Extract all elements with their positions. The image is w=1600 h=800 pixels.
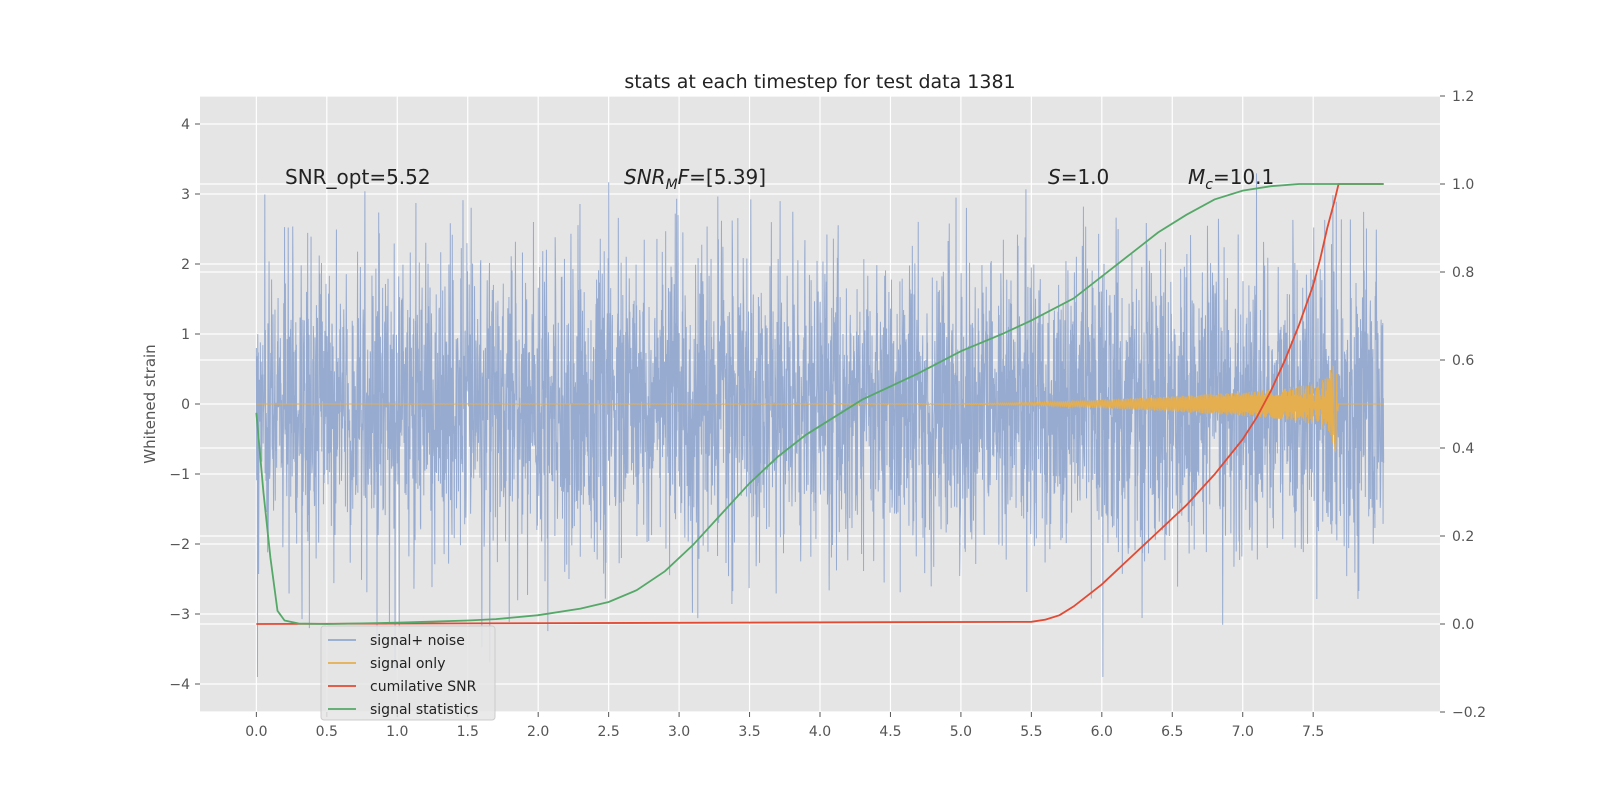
y2-tick-label: 1.2 — [1452, 89, 1474, 105]
annotation-snr-mf-value: =[5.39] — [689, 165, 766, 189]
x-tick-label: 7.0 — [1232, 724, 1254, 740]
y-tick-label: 4 — [181, 117, 190, 133]
legend-label-signal-plus-noise: signal+ noise — [370, 633, 465, 649]
x-tick-label: 0.5 — [316, 724, 338, 740]
x-tick-label: 5.0 — [950, 724, 972, 740]
annotation-snr-mf-sub: M — [666, 177, 678, 193]
x-tick-label: 5.5 — [1020, 724, 1042, 740]
chart-title: stats at each timestep for test data 138… — [624, 71, 1015, 93]
legend-label-cumilative-snr: cumilative SNR — [370, 679, 477, 695]
x-tick-label: 7.5 — [1302, 724, 1324, 740]
annotation-snr-opt: SNR_opt=5.52 — [285, 165, 431, 189]
annotations: SNR_opt=5.52 SNRMF=[5.39] S=1.0 Mc=10.1 — [285, 165, 1274, 193]
y-tick-label: −3 — [169, 607, 190, 623]
y-tick-label: 2 — [181, 257, 190, 273]
y-tick-label: 3 — [181, 187, 190, 203]
annotation-mc-value: =10.1 — [1213, 165, 1274, 189]
x-tick-label: 2.0 — [527, 724, 549, 740]
y-tick-label: 1 — [181, 327, 190, 343]
series-signal-only — [256, 365, 1384, 454]
annotation-mc-sub: c — [1205, 177, 1213, 193]
annotation-s: S=1.0 — [1048, 165, 1109, 189]
annotation-mc-main: M — [1188, 165, 1205, 189]
y2-tick-label: 1.0 — [1452, 177, 1474, 193]
y2-tick-label: 0.0 — [1452, 617, 1474, 633]
x-tick-label: 6.5 — [1161, 724, 1183, 740]
y-tick-label: −1 — [169, 467, 190, 483]
y2-tick-label: 0.2 — [1452, 529, 1474, 545]
annotation-snr-mf-main: SNR — [624, 165, 666, 189]
annotation-mc: Mc=10.1 — [1188, 165, 1274, 193]
y2-tick-label: 0.8 — [1452, 265, 1474, 281]
y-tick-label: −2 — [169, 537, 190, 553]
y2-tick-label: −0.2 — [1452, 705, 1486, 721]
axes: 0.0 0.5 1.0 1.5 2.0 2.5 3.0 3.5 4.0 4.5 5.0 5.5 6.0 6… — [169, 89, 1486, 740]
legend: signal+ noise signal only cumilative SNR si… — [320, 625, 496, 721]
y-axis-label: Whitened strain — [141, 344, 159, 463]
line-signal-only — [256, 365, 1384, 454]
x-tick-label: 6.0 — [1091, 724, 1113, 740]
annotation-s-label: S — [1048, 165, 1061, 189]
annotation-s-value: =1.0 — [1061, 165, 1110, 189]
x-tick-label: 2.5 — [598, 724, 620, 740]
right-axis-series — [255, 183, 1384, 625]
x-tick-label: 3.5 — [738, 724, 760, 740]
x-tick-label: 1.5 — [457, 724, 479, 740]
y2-tick-label: 0.4 — [1452, 441, 1474, 457]
annotation-snr-mf: SNRMF=[5.39] — [624, 165, 766, 193]
x-tick-label: 3.0 — [668, 724, 690, 740]
x-tick-label: 0.0 — [245, 724, 267, 740]
legend-label-signal-only: signal only — [370, 656, 445, 672]
legend-box — [320, 625, 496, 721]
x-tick-label: 4.5 — [879, 724, 901, 740]
x-tick-label: 1.0 — [386, 724, 408, 740]
legend-label-signal-statistics: signal statistics — [370, 702, 478, 718]
y2-tick-label: 0.6 — [1452, 353, 1474, 369]
y-tick-label: 0 — [181, 397, 190, 413]
x-tick-label: 4.0 — [809, 724, 831, 740]
annotation-snr-mf-it: F — [678, 165, 690, 189]
y-tick-label: −4 — [169, 677, 190, 693]
